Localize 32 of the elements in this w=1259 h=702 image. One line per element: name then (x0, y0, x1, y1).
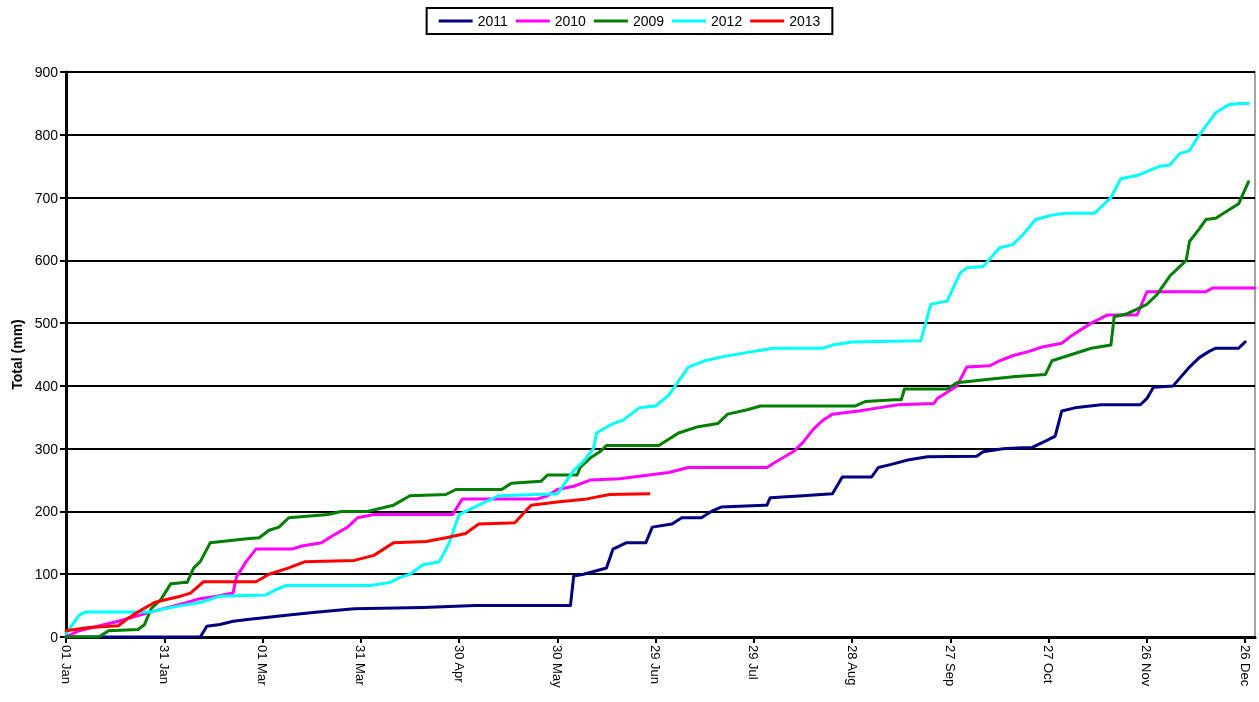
y-tick-label: 700 (34, 189, 59, 206)
y-tick-label: 500 (34, 315, 59, 332)
line-series (64, 492, 651, 633)
legend-label: 2011 (477, 13, 508, 29)
x-tick-label: 01 Mar (255, 645, 271, 687)
y-tick-label: 200 (34, 503, 59, 520)
legend-label: 2010 (554, 13, 587, 29)
y-tick-label: 800 (34, 126, 59, 143)
y-tick-label: 100 (34, 566, 59, 583)
line-series (64, 101, 1250, 636)
x-tick-label: 27 Sep (942, 645, 958, 687)
y-tick-label: 300 (34, 440, 59, 457)
x-tick-label: 26 Dec (1237, 645, 1253, 687)
x-tick-label: 29 Jul (746, 645, 762, 680)
x-tick-label: 01 Jan (58, 645, 74, 685)
x-tick-label: 29 Jun (648, 645, 664, 685)
x-tick-label: 31 Jan (156, 645, 172, 685)
y-tick-label: 900 (34, 64, 59, 80)
legend-label: 2009 (632, 13, 665, 29)
y-axis-title: Total (mm) (8, 319, 25, 390)
y-tick-label: 600 (34, 252, 59, 269)
x-tick-label: 31 Mar (353, 645, 369, 687)
y-tick-label: 0 (50, 629, 59, 645)
x-tick-label: 27 Oct (1041, 645, 1057, 684)
x-tick-label: 26 Nov (1139, 645, 1155, 687)
x-tick-label: 28 Aug (844, 645, 860, 686)
x-tick-label: 30 May (549, 645, 565, 689)
legend-label: 2013 (789, 13, 821, 29)
y-tick-label: 400 (34, 377, 59, 394)
line-series (64, 180, 1250, 639)
legend-label: 2012 (711, 13, 743, 29)
x-tick-label: 30 Apr (451, 645, 467, 684)
